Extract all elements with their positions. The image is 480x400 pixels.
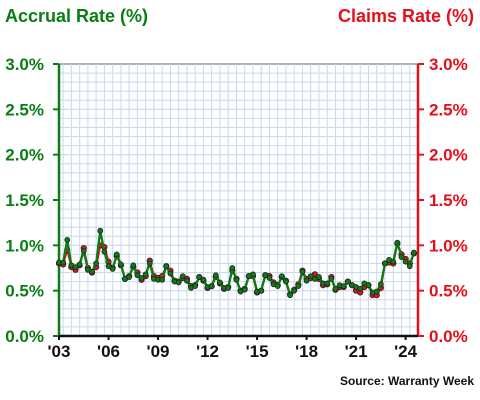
left-tick-label: 2.5% bbox=[5, 100, 44, 119]
accrual-data-point bbox=[250, 271, 256, 278]
accrual-data-point bbox=[258, 287, 265, 294]
left-tick-label: 0.0% bbox=[5, 327, 44, 346]
accrual-data-point bbox=[113, 251, 120, 258]
accrual-data-point bbox=[76, 261, 83, 268]
accrual-data-point bbox=[332, 285, 339, 292]
accrual-data-point bbox=[200, 276, 207, 283]
accrual-data-point bbox=[266, 275, 273, 281]
accrual-data-point bbox=[377, 281, 384, 288]
accrual-data-point bbox=[196, 274, 203, 280]
accrual-data-point bbox=[80, 247, 87, 254]
accrual-data-point bbox=[134, 272, 141, 279]
accrual-data-point bbox=[89, 268, 95, 275]
right-tick-label: 1.5% bbox=[429, 191, 468, 210]
accrual-data-point bbox=[287, 292, 293, 299]
x-tick-label: '24 bbox=[394, 342, 417, 361]
accrual-data-point bbox=[274, 283, 281, 290]
accrual-data-point bbox=[167, 270, 174, 277]
accrual-data-point bbox=[105, 263, 112, 270]
accrual-data-point bbox=[344, 278, 351, 285]
left-tick-label: 0.5% bbox=[5, 282, 44, 301]
accrual-data-point bbox=[64, 236, 71, 243]
accrual-data-point bbox=[365, 282, 372, 289]
accrual-data-point bbox=[159, 276, 166, 283]
accrual-data-point bbox=[60, 259, 67, 266]
accrual-data-point bbox=[340, 283, 347, 290]
accrual-data-point bbox=[328, 275, 335, 282]
accrual-data-point bbox=[373, 288, 380, 295]
right-tick-label: 2.0% bbox=[429, 146, 468, 165]
left-tick-label: 3.0% bbox=[5, 55, 44, 74]
x-tick-label: '21 bbox=[345, 342, 368, 361]
accrual-data-point bbox=[357, 285, 364, 292]
right-tick-label: 1.0% bbox=[429, 236, 468, 255]
accrual-data-point bbox=[117, 261, 124, 268]
accrual-data-point bbox=[398, 254, 405, 261]
accrual-data-point bbox=[390, 258, 397, 265]
accrual-data-point bbox=[295, 283, 302, 290]
right-tick-label: 0.0% bbox=[429, 327, 468, 346]
accrual-data-point bbox=[283, 278, 289, 285]
accrual-data-point bbox=[406, 263, 413, 270]
accrual-data-point bbox=[291, 287, 298, 294]
accrual-data-point bbox=[382, 260, 388, 267]
right-axis-title: Claims Rate (%) bbox=[338, 6, 474, 26]
accrual-data-point bbox=[402, 258, 409, 265]
x-tick-label: '09 bbox=[147, 342, 170, 361]
left-tick-label: 2.0% bbox=[5, 146, 44, 165]
accrual-data-point bbox=[130, 262, 137, 269]
plot-grid bbox=[58, 63, 419, 337]
accrual-data-point bbox=[126, 274, 133, 280]
x-tick-label: '06 bbox=[97, 342, 120, 361]
accrual-data-point bbox=[109, 266, 116, 272]
right-tick-label: 0.5% bbox=[429, 282, 468, 301]
accrual-data-point bbox=[229, 265, 236, 271]
accrual-data-point bbox=[192, 283, 199, 290]
x-tick-label: '18 bbox=[295, 342, 318, 361]
accrual-data-point bbox=[97, 227, 104, 234]
accrual-data-point bbox=[93, 260, 100, 267]
accrual-data-point bbox=[394, 239, 401, 246]
accrual-data-point bbox=[262, 272, 269, 279]
right-tick-label: 2.5% bbox=[429, 100, 468, 119]
accrual-data-point bbox=[146, 260, 153, 267]
accrual-data-point bbox=[316, 274, 322, 280]
accrual-data-point bbox=[142, 271, 149, 278]
accrual-data-point bbox=[208, 283, 215, 290]
accrual-data-point bbox=[175, 279, 182, 286]
accrual-data-point bbox=[163, 263, 170, 270]
plot-ticks: 0.0% 0.5% 1.0% 1.5% 2.0% 2.5% 3.0% 0.0% 0.5% 1.0%… bbox=[5, 55, 468, 361]
accrual-data-point bbox=[303, 277, 310, 284]
accrual-data-point bbox=[225, 285, 232, 291]
x-tick-label: '15 bbox=[246, 342, 269, 361]
accrual-data-point bbox=[233, 276, 240, 283]
plot-series bbox=[55, 227, 417, 299]
accrual-data-point bbox=[278, 273, 285, 280]
accrual-data-point bbox=[307, 273, 314, 280]
accrual-data-point bbox=[138, 275, 145, 281]
x-tick-label: '12 bbox=[196, 342, 219, 361]
accrual-data-point bbox=[212, 272, 219, 279]
source-label: Source: Warranty Week bbox=[340, 374, 474, 388]
left-tick-label: 1.0% bbox=[5, 236, 44, 255]
right-tick-label: 3.0% bbox=[429, 55, 468, 74]
accrual-data-point bbox=[101, 248, 108, 255]
accrual-data-point bbox=[241, 286, 248, 293]
accrual-data-point bbox=[72, 264, 79, 270]
accrual-data-point bbox=[184, 277, 190, 284]
left-tick-label: 1.5% bbox=[5, 191, 44, 210]
accrual-data-point bbox=[179, 273, 186, 280]
left-axis-title: Accrual Rate (%) bbox=[5, 6, 148, 26]
accrual-data-point bbox=[324, 280, 331, 287]
x-tick-label: '03 bbox=[48, 342, 71, 361]
accrual-data-point bbox=[410, 249, 417, 256]
accrual-data-point bbox=[299, 268, 306, 275]
accrual-data-point bbox=[217, 279, 223, 286]
